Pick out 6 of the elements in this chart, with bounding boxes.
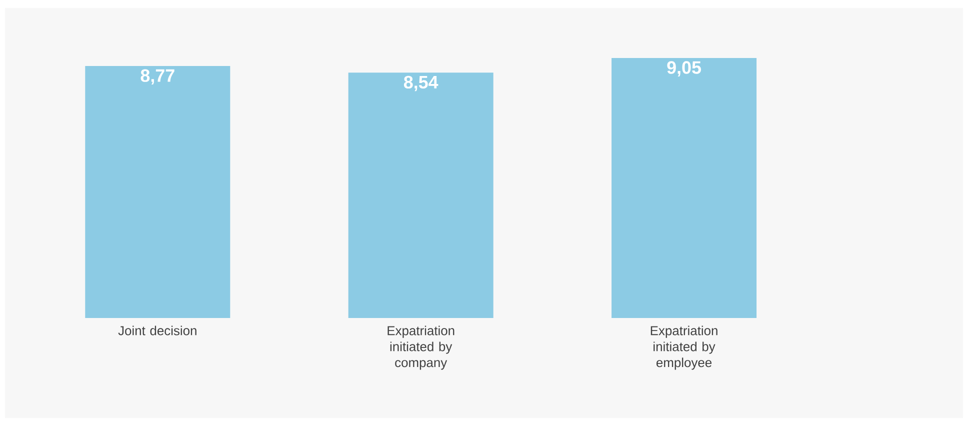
data-label: 9,05 (667, 61, 701, 76)
x-tick-label: Expatriation initiated by company (388, 326, 454, 370)
data-label: 8,77 (140, 69, 174, 85)
x-tick-label: Joint decision (118, 326, 196, 336)
data-label: 8,54 (404, 76, 438, 92)
x-tick-label: Expatriation initiated by employee (650, 326, 718, 370)
